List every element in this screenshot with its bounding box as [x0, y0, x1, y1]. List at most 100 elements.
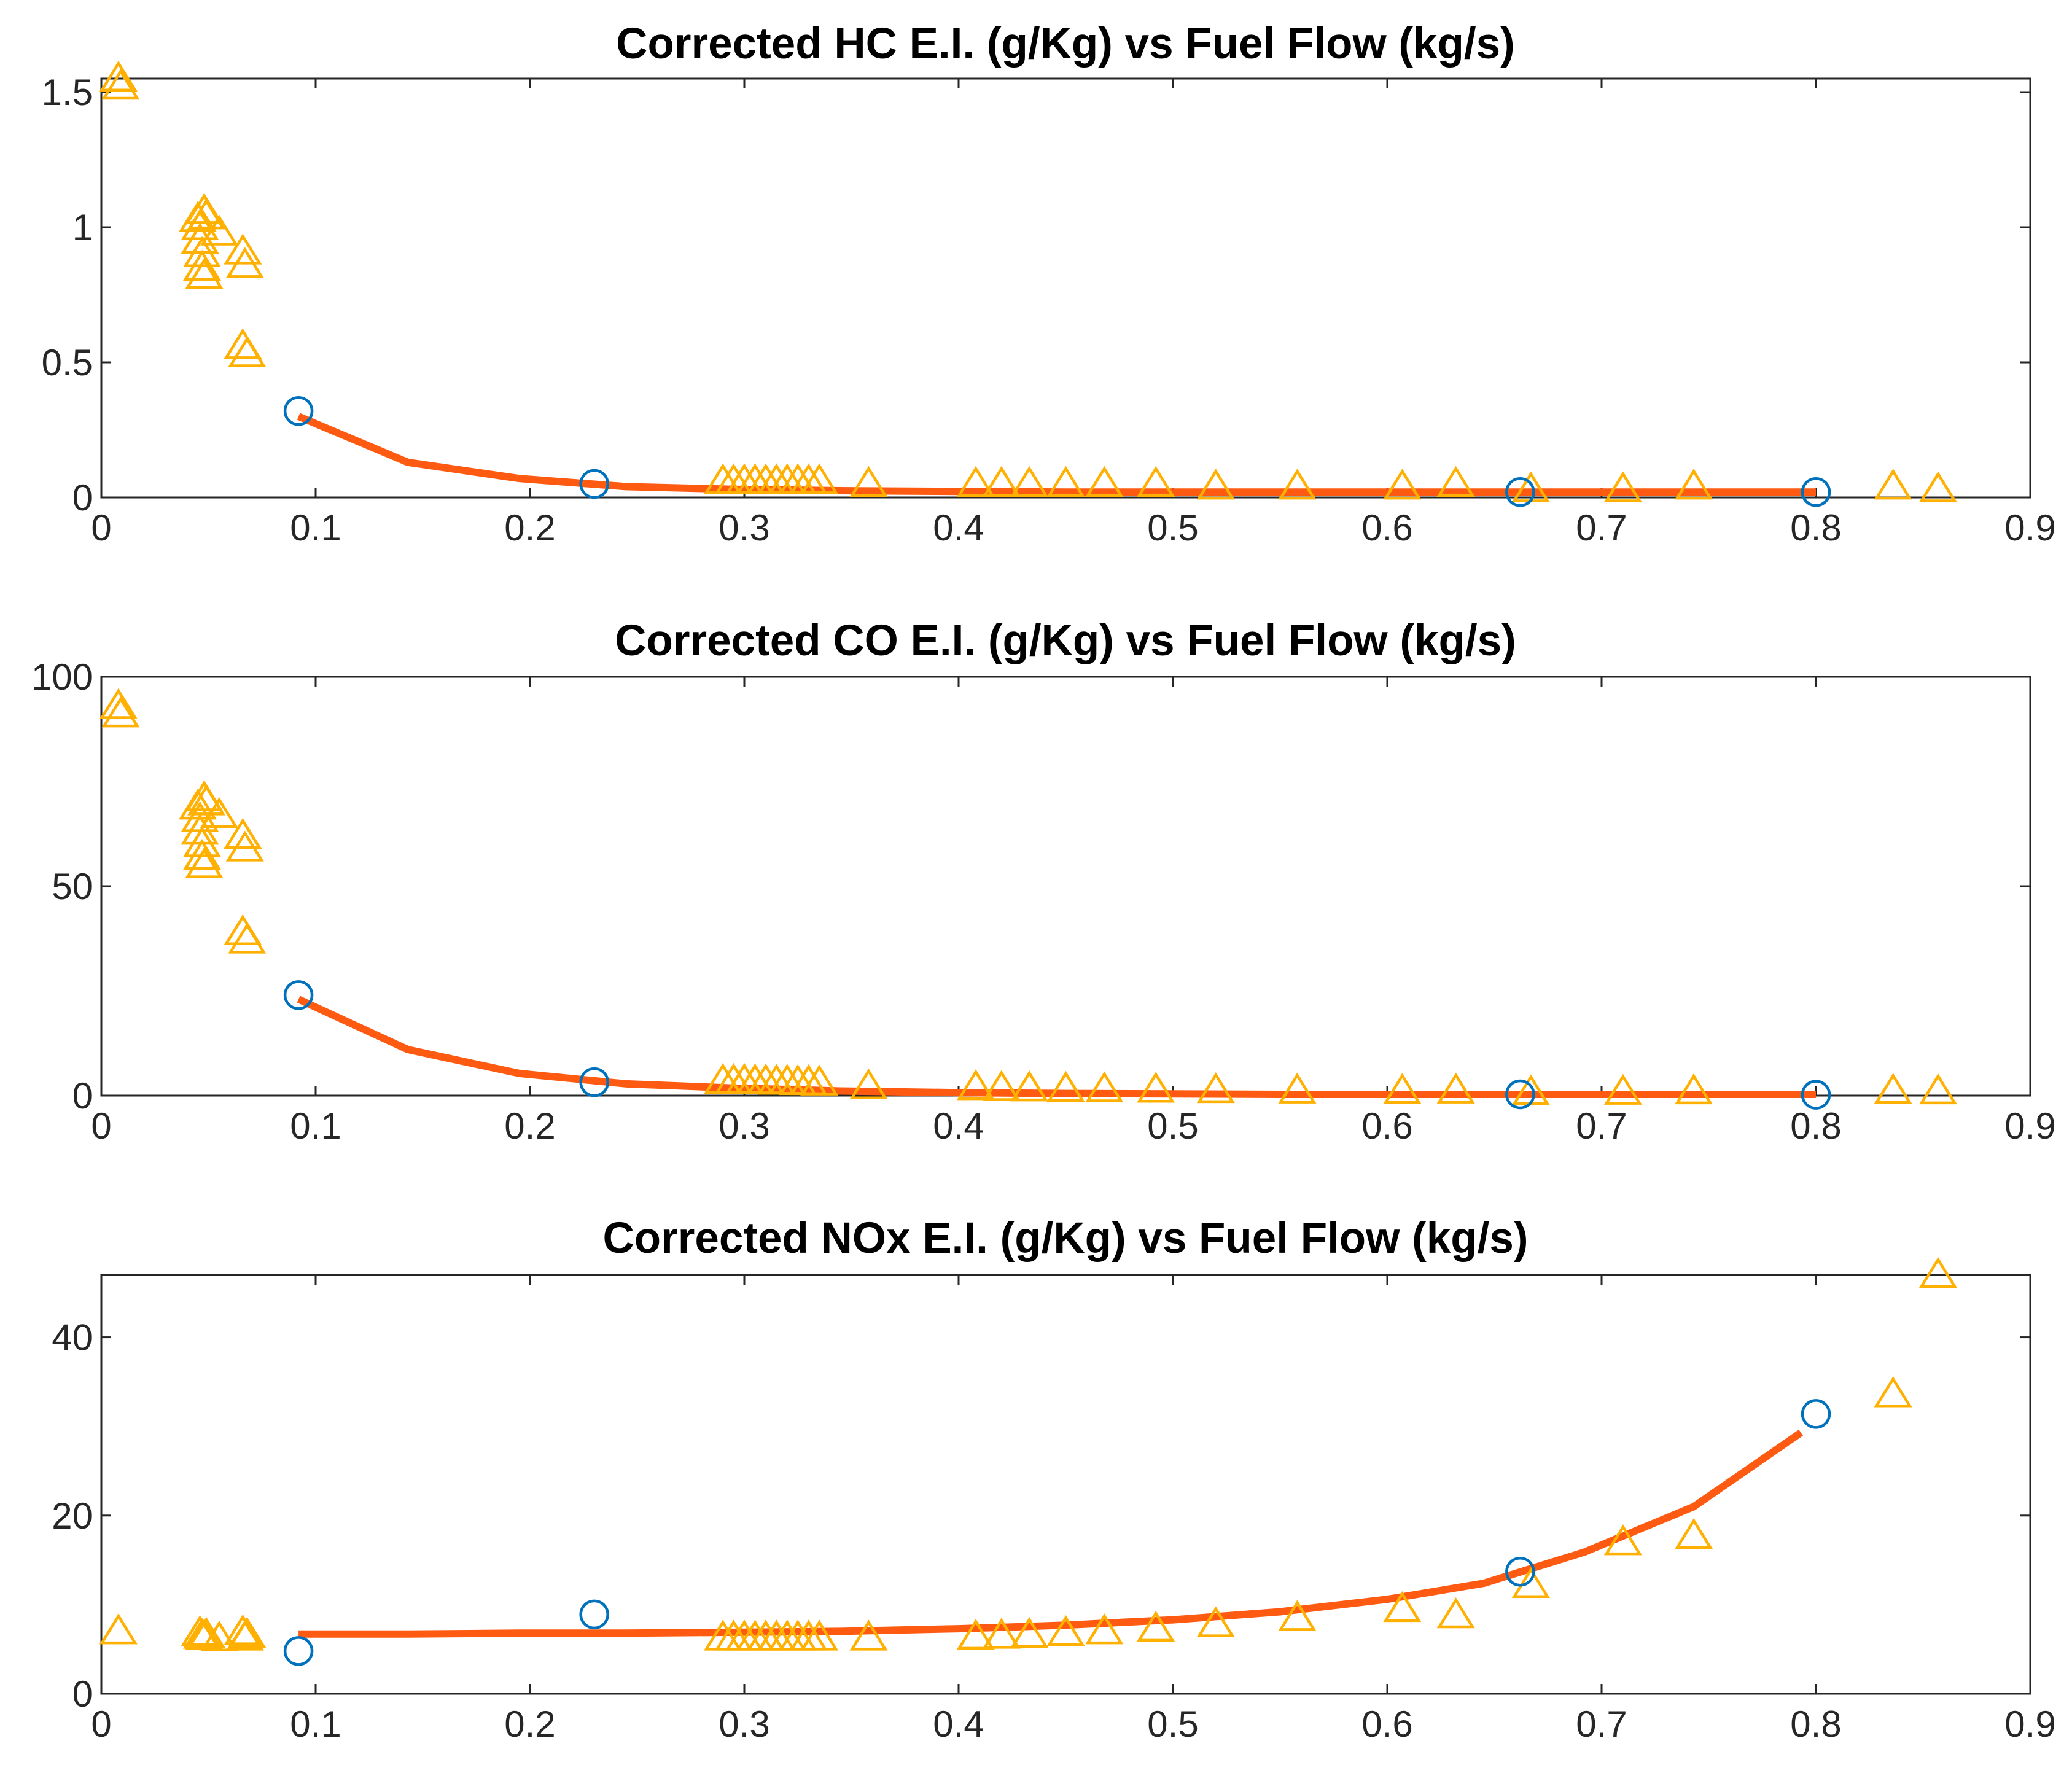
co-reference-point: [579, 1067, 609, 1097]
co-x-tick-label: 0.7: [1576, 1105, 1627, 1147]
hc-measured-point: [200, 214, 238, 246]
co-reference-point: [1801, 1080, 1831, 1110]
co-measured-point: [228, 922, 267, 954]
hc-measured-point: [225, 247, 264, 278]
nox-x-tick-label: 0.7: [1576, 1704, 1627, 1745]
hc-x-tick-label: 0.6: [1361, 507, 1412, 548]
hc-measured-point: [1278, 469, 1317, 500]
hc-x-tick-label: 0.3: [719, 507, 769, 548]
co-measured-point: [225, 830, 264, 862]
co-chart-title: Corrected CO E.I. (g/Kg) vs Fuel Flow (k…: [615, 617, 1516, 665]
nox-x-tick-label: 0.8: [1790, 1704, 1841, 1745]
hc-measured-point: [1046, 466, 1085, 497]
co-measured-point: [956, 1069, 995, 1101]
nox-panel: Corrected NOx E.I. (g/Kg) vs Fuel Flow (…: [52, 1214, 2055, 1745]
hc-measured-point: [1137, 466, 1175, 497]
co-x-tick-label: 0.4: [933, 1105, 984, 1147]
co-measured-point: [1010, 1070, 1049, 1102]
hc-reference-point: [283, 395, 314, 426]
co-measured-point: [1383, 1073, 1422, 1104]
co-reference-point: [1505, 1079, 1535, 1110]
co-x-tick-label: 0.8: [1790, 1105, 1841, 1147]
nox-measured-point: [800, 1619, 839, 1651]
hc-x-tick-label: 0.4: [933, 507, 984, 548]
nox-measured-point: [99, 1613, 138, 1645]
co-x-tick-label: 0.9: [2004, 1105, 2055, 1147]
hc-measured-point: [1383, 469, 1422, 500]
hc-y-tick-label: 0.5: [42, 342, 93, 383]
nox-x-tick-label: 0: [91, 1704, 111, 1745]
nox-measured-point: [1278, 1600, 1317, 1631]
hc-reference-point: [1801, 477, 1831, 507]
nox-measured-point: [1603, 1524, 1642, 1556]
nox-measured-point: [1874, 1376, 1912, 1408]
hc-ticks: 0 0.1 0.2 0.3 0.4 0.5 0.6 0.7 0.8 0.9 0 0.5 1 1.5: [42, 72, 2056, 548]
co-fit-line: [297, 995, 1816, 1098]
co-x-tick-label: 0.3: [719, 1105, 769, 1147]
nox-measured-point: [982, 1618, 1021, 1649]
nox-reference-point: [283, 1636, 314, 1666]
hc-fit-line: [297, 413, 1816, 496]
hc-measured-point: [1196, 469, 1235, 500]
hc-measured-point: [982, 466, 1021, 497]
hc-reference-point: [579, 469, 609, 499]
co-y-tick-label: 50: [52, 866, 93, 907]
co-measured-point: [1918, 1073, 1957, 1105]
co-measured-point: [982, 1070, 1021, 1101]
hc-measured-point: [956, 466, 995, 497]
hc-x-tick-label: 0.8: [1790, 507, 1841, 548]
nox-measured-point: [1383, 1591, 1422, 1623]
co-measured-point: [1675, 1073, 1713, 1105]
co-axes-box: [100, 676, 2031, 1097]
hc-measured-point: [182, 249, 222, 281]
hc-measured-point: [181, 222, 219, 254]
hc-measured-point: [101, 68, 140, 100]
co-measured-point: [185, 847, 224, 878]
nox-x-tick-label: 0.4: [933, 1704, 984, 1745]
nox-measured-point: [1046, 1615, 1085, 1646]
hc-x-tick-label: 0.2: [504, 507, 555, 548]
nox-x-tick-label: 0.6: [1361, 1704, 1412, 1745]
co-measured-point: [1603, 1073, 1642, 1105]
nox-y-tick-label: 0: [72, 1673, 93, 1715]
nox-measured-point: [1511, 1567, 1550, 1598]
hc-measured-point: [849, 466, 888, 497]
hc-x-tick-label: 0.9: [2004, 507, 2055, 548]
co-x-tick-label: 0: [91, 1105, 111, 1147]
nox-x-tick-label: 0.1: [290, 1704, 341, 1745]
nox-reference-point: [579, 1599, 609, 1630]
nox-x-tick-label: 0.2: [504, 1704, 555, 1745]
hc-measured-point: [224, 233, 262, 265]
hc-x-tick-label: 0.7: [1576, 507, 1627, 548]
hc-measured-point: [1675, 469, 1713, 500]
nox-reference-point: [1801, 1399, 1831, 1429]
nox-y-tick-label: 20: [52, 1495, 93, 1537]
hc-y-tick-label: 0: [72, 477, 93, 518]
hc-chart-title: Corrected HC E.I. (g/Kg) vs Fuel Flow (k…: [616, 20, 1515, 68]
co-measured-point: [99, 688, 138, 719]
hc-plot-area: [99, 60, 1957, 507]
nox-measured-point: [1196, 1606, 1235, 1637]
co-measured-point: [182, 838, 222, 870]
nox-measured-point: [1085, 1613, 1124, 1645]
nox-measured-point: [1918, 1257, 1957, 1288]
co-measured-point: [1874, 1073, 1912, 1104]
co-measured-point: [800, 1064, 839, 1096]
nox-y-tick-label: 40: [52, 1317, 93, 1358]
nox-chart-title: Corrected NOx E.I. (g/Kg) vs Fuel Flow (…: [603, 1214, 1529, 1263]
hc-measured-point: [1918, 471, 1957, 502]
co-x-tick-label: 0.6: [1361, 1105, 1412, 1147]
nox-measured-point: [1010, 1616, 1049, 1648]
hc-measured-point: [1010, 466, 1049, 497]
hc-measured-point: [185, 257, 224, 289]
nox-measured-point: [200, 1620, 238, 1652]
hc-axes-box: [100, 77, 2031, 499]
co-x-tick-label: 0.1: [290, 1105, 341, 1147]
nox-measured-point: [956, 1618, 995, 1650]
hc-x-tick-label: 0: [91, 507, 111, 548]
co-x-tick-label: 0.2: [504, 1105, 555, 1147]
co-y-tick-label: 0: [72, 1075, 93, 1116]
co-panel: Corrected CO E.I. (g/Kg) vs Fuel Flow (k…: [31, 617, 2056, 1147]
co-measured-point: [1436, 1072, 1475, 1104]
